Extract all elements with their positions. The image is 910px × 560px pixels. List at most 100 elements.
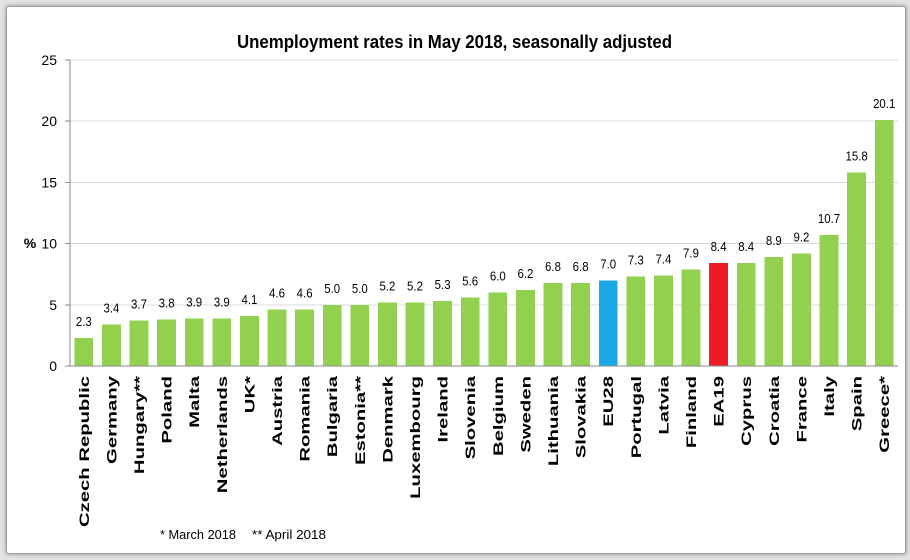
x-tick-label-croatia: Croatia: [766, 376, 782, 446]
bar-ireland: [433, 301, 452, 366]
bar-estonia: [350, 304, 370, 366]
bar-portugal: [626, 276, 646, 366]
value-label-italy: 10.7: [818, 211, 840, 226]
bar-eu28: [598, 280, 618, 366]
y-tick-label-5: 5: [49, 297, 57, 313]
x-tick-label-eu28: EU28: [600, 376, 616, 427]
value-label-ireland: 5.3: [435, 277, 451, 292]
x-tick-label-hungary: Hungary**: [131, 376, 147, 474]
bar-spain: [847, 172, 866, 366]
chart-frame: [6, 6, 906, 554]
bar-slovakia: [571, 282, 590, 366]
y-tick-label-20: 20: [41, 113, 57, 129]
y-tick-label-25: 25: [41, 52, 57, 68]
value-label-france: 9.2: [793, 230, 809, 245]
bar-france: [792, 253, 811, 366]
bar-poland: [157, 319, 176, 366]
value-label-denmark: 5.2: [379, 279, 395, 294]
bar-lithuania: [543, 282, 563, 366]
value-label-netherlands: 3.9: [214, 295, 230, 310]
bar-ea19: [709, 263, 728, 366]
value-label-latvia: 7.4: [655, 252, 671, 267]
x-tick-label-italy: Italy: [821, 376, 837, 417]
x-tick-label-malta: Malta: [186, 376, 202, 428]
x-tick-label-finland: Finland: [683, 376, 699, 448]
value-label-cyprus: 8.4: [738, 240, 754, 255]
bar-sweden: [516, 290, 535, 366]
value-label-belgium: 6.0: [490, 269, 506, 284]
value-label-austria: 4.6: [269, 286, 285, 301]
x-tick-label-belgium: Belgium: [490, 376, 506, 456]
y-axis-ticks: 0 5 10 15 20 25: [41, 52, 70, 374]
bar-cyprus: [736, 263, 756, 366]
bar-hungary: [129, 320, 149, 366]
bar-finland: [681, 269, 701, 366]
x-tick-label-germany: Germany: [104, 376, 120, 464]
x-tick-label-ireland: Ireland: [435, 376, 451, 443]
x-tick-label-cyprus: Cyprus: [738, 376, 754, 446]
x-tick-label-spain: Spain: [849, 376, 865, 431]
bar-italy: [819, 235, 839, 366]
value-label-spain: 15.8: [845, 149, 867, 164]
bar-bulgaria: [322, 304, 342, 366]
x-tick-label-estonia: Estonia**: [352, 376, 368, 465]
value-label-lithuania: 6.8: [545, 259, 561, 274]
value-labels: 2.3 3.4 3.7 3.8 3.9 3.9 4.1 4.6 4.6 5.0 5.0 5.2 5.2 5…: [76, 96, 896, 329]
x-tick-label-slovenia: Slovenia: [462, 376, 478, 460]
bar-austria: [267, 309, 287, 366]
x-tick-labels: Czech Republic Germany Hungary** Poland Malt…: [76, 376, 892, 527]
value-label-malta: 3.9: [186, 295, 202, 310]
x-tick-label-denmark: Denmark: [380, 376, 396, 463]
value-label-luxembourg: 5.2: [407, 279, 423, 294]
x-tick-label-czech-republic: Czech Republic: [76, 376, 92, 527]
bars: [74, 119, 894, 366]
value-label-slovenia: 5.6: [462, 274, 478, 289]
value-label-croatia: 8.9: [766, 233, 782, 248]
bar-germany: [102, 324, 121, 366]
y-tick-label-15: 15: [41, 174, 57, 190]
bar-denmark: [378, 302, 397, 366]
x-tick-label-luxembourg: Luxembourg: [407, 376, 423, 499]
bar-luxembourg: [405, 302, 425, 366]
bar-croatia: [764, 257, 784, 366]
y-tick-label-0: 0: [49, 358, 57, 374]
x-tick-label-bulgaria: Bulgaria: [324, 376, 340, 458]
x-tick-label-ea19: EA19: [711, 376, 727, 427]
x-tick-label-romania: Romania: [297, 376, 313, 462]
bar-slovenia: [460, 297, 480, 366]
value-label-portugal: 7.3: [628, 253, 644, 268]
bar-romania: [295, 309, 314, 366]
value-label-estonia: 5.0: [352, 281, 368, 296]
x-tick-label-latvia: Latvia: [656, 376, 672, 435]
x-tick-label-poland: Poland: [159, 376, 175, 444]
value-label-ea19: 8.4: [711, 240, 727, 255]
bar-malta: [184, 318, 204, 366]
value-label-greece: 20.1: [873, 96, 895, 111]
y-axis-label: %: [24, 235, 37, 251]
x-tick-label-portugal: Portugal: [628, 376, 644, 458]
value-label-romania: 4.6: [297, 286, 313, 301]
gridlines: [70, 59, 898, 306]
value-label-hungary: 3.7: [131, 297, 147, 312]
value-label-germany: 3.4: [103, 301, 119, 316]
footnote-2: ** April 2018: [252, 527, 326, 542]
x-tick-label-slovakia: Slovakia: [573, 376, 589, 459]
value-label-czech-republic: 2.3: [76, 314, 92, 329]
value-label-eu28: 7.0: [600, 257, 616, 272]
bar-latvia: [654, 275, 673, 366]
x-tick-label-greece: Greece*: [876, 376, 892, 453]
value-label-uk: 4.1: [241, 292, 257, 307]
x-tick-label-uk: UK*: [242, 376, 258, 413]
bar-belgium: [488, 292, 508, 366]
bar-netherlands: [212, 318, 232, 366]
bar-greece: [874, 119, 894, 366]
x-tick-label-sweden: Sweden: [518, 376, 534, 453]
value-label-bulgaria: 5.0: [324, 281, 340, 296]
value-label-slovakia: 6.8: [573, 259, 589, 274]
value-label-poland: 3.8: [159, 296, 175, 311]
value-label-sweden: 6.2: [517, 266, 533, 281]
x-tick-label-austria: Austria: [269, 376, 285, 446]
chart-title: Unemployment rates in May 2018, seasonal…: [237, 32, 672, 52]
x-tick-label-lithuania: Lithuania: [545, 376, 561, 467]
